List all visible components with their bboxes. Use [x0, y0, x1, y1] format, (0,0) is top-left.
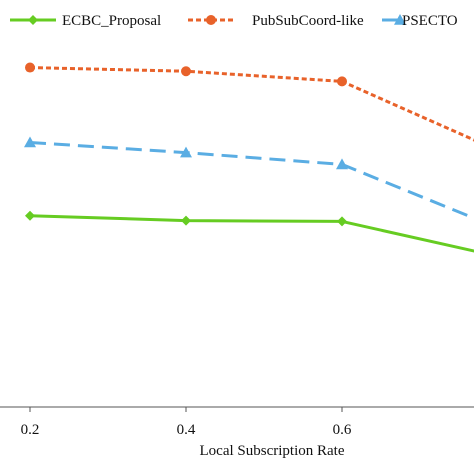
x-tick-label: 0.6	[333, 422, 352, 438]
legend-label: PubSubCoord-like	[252, 13, 364, 29]
series-line	[29, 214, 474, 253]
series-line	[29, 66, 474, 142]
legend-item: PubSubCoord-like	[188, 13, 364, 29]
data-point	[25, 62, 35, 73]
legend-label: ECBC_Proposal	[62, 13, 161, 29]
series-line	[29, 140, 474, 220]
legend: ECBC_Proposal PubSubCoord-like PSECTO	[10, 13, 458, 29]
data-point	[181, 66, 191, 77]
x-tick-label: 0.4	[177, 422, 196, 438]
data-point	[24, 136, 36, 148]
legend-item: ECBC_Proposal	[10, 13, 161, 29]
series-ecbc-proposal	[25, 210, 474, 253]
legend-label: PSECTO	[402, 13, 458, 29]
data-point	[337, 216, 347, 227]
legend-item: PSECTO	[382, 13, 458, 29]
data-point	[337, 76, 347, 87]
data-point	[180, 146, 192, 158]
legend-marker	[206, 15, 216, 25]
series-pubsubcoord-like	[25, 62, 474, 142]
legend-marker	[28, 15, 38, 25]
x-axis-ticks: 0.2 0.4 0.6	[21, 407, 352, 438]
legend-marker	[394, 14, 406, 25]
data-point	[336, 158, 348, 170]
data-point	[181, 215, 191, 226]
plot-area	[24, 62, 474, 253]
x-tick-label: 0.2	[21, 422, 40, 438]
data-point	[25, 210, 35, 221]
series-psecto	[24, 136, 474, 220]
x-axis-label: Local Subscription Rate	[200, 443, 345, 459]
